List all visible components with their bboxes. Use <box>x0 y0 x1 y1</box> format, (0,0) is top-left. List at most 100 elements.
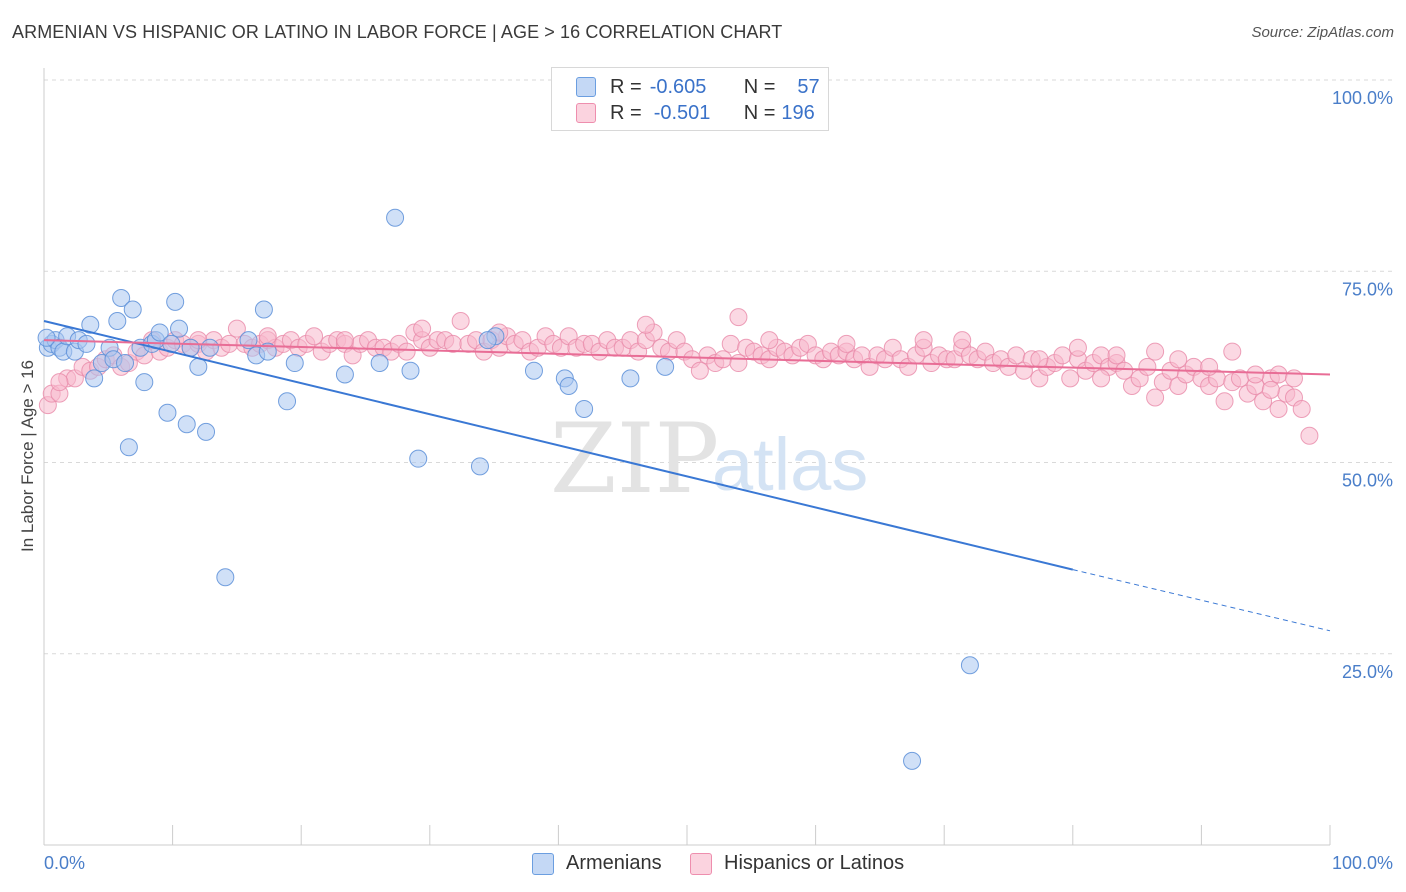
armenians-point <box>559 377 578 395</box>
hispanics-point <box>690 361 709 380</box>
watermark: ZIP atlas <box>550 403 868 515</box>
watermark-zip: ZIP <box>550 403 719 515</box>
hispanics-point <box>1115 361 1134 380</box>
hispanics-point <box>50 373 69 392</box>
legend-r-value: -0.605 <box>649 75 707 98</box>
hispanics-point <box>729 354 748 373</box>
hispanics-point <box>1030 350 1049 369</box>
hispanics-point <box>451 311 470 330</box>
hispanics-point <box>1138 357 1157 376</box>
hispanics-point <box>1053 346 1072 365</box>
hispanics-point <box>227 319 246 338</box>
hispanics-point <box>1061 369 1080 388</box>
x-tick-labels: 0.0% 100.0% <box>44 853 1393 873</box>
bottom-legend-swatch-hispanics <box>690 852 712 875</box>
armenians-point <box>621 369 640 388</box>
y-tick-label: 25.0% <box>1342 662 1393 682</box>
legend-n-value: 57 <box>797 75 820 98</box>
legend-r-label: R = <box>610 101 642 124</box>
bottom-legend-label-hispanics: Hispanics or Latinos <box>724 852 905 874</box>
legend-swatch-hispanics <box>576 103 596 123</box>
hispanics-point <box>636 315 655 334</box>
hispanics-point <box>914 331 933 350</box>
armenians-point <box>119 438 138 457</box>
armenians-point <box>386 208 405 227</box>
armenians-point <box>181 338 200 357</box>
hispanics-point <box>1269 399 1288 418</box>
hispanics-point <box>1300 426 1319 445</box>
armenians-trend-line <box>43 320 1074 571</box>
hispanics-point <box>953 331 972 350</box>
legend-swatch-armenians <box>576 77 596 97</box>
hispanics-point <box>443 334 462 353</box>
armenians-point <box>656 357 675 376</box>
armenians-point <box>177 415 196 434</box>
chart-source: Source: ZipAtlas.com <box>1251 24 1394 41</box>
hispanics-point <box>1146 388 1165 407</box>
armenians-point <box>108 311 127 330</box>
armenians-point <box>77 334 96 353</box>
hispanics-point <box>1292 399 1311 418</box>
armenians-point <box>197 422 216 441</box>
armenians-point <box>524 361 543 380</box>
armenians-point <box>123 300 142 319</box>
hispanics-point <box>1200 357 1219 376</box>
legend-row-hispanics: R = -0.501 N = 196 <box>576 101 815 125</box>
hispanics-point <box>258 327 277 346</box>
legend-r-value: -0.501 <box>653 101 711 124</box>
armenians-point <box>278 392 297 411</box>
hispanics-point <box>721 334 740 353</box>
armenians-points <box>37 208 979 770</box>
bottom-legend-hispanics: Hispanics or Latinos <box>690 852 904 875</box>
hispanics-point <box>305 327 324 346</box>
legend-row-armenians: R = -0.605 N = 57 <box>576 75 820 99</box>
armenians-point <box>478 331 497 350</box>
hispanics-trend-line <box>43 339 1331 376</box>
armenians-point <box>166 292 185 311</box>
hispanics-point <box>1092 369 1111 388</box>
hispanics-point <box>1007 346 1026 365</box>
armenians-point <box>258 342 277 361</box>
hispanics-point <box>1146 342 1165 361</box>
bottom-legend-swatch-armenians <box>532 852 554 875</box>
y-axis-label: In Labor Force | Age > 16 <box>18 360 37 552</box>
armenians-trend-extension <box>1072 569 1331 632</box>
hispanics-point <box>1223 342 1242 361</box>
hispanics-point <box>760 331 779 350</box>
hispanics-point <box>1284 369 1303 388</box>
hispanics-point <box>1246 365 1265 384</box>
armenians-point <box>370 354 389 373</box>
y-tick-label: 100.0% <box>1332 88 1393 108</box>
armenians-point <box>409 449 428 468</box>
armenians-point <box>81 315 100 334</box>
armenians-point <box>254 300 273 319</box>
hispanics-point <box>1215 392 1234 411</box>
armenians-point <box>158 403 177 422</box>
bottom-legend: Armenians Hispanics or Latinos <box>0 852 1406 878</box>
legend-r-label: R = <box>610 75 642 98</box>
legend-n-value: 196 <box>781 101 815 124</box>
armenians-point <box>135 373 154 392</box>
hispanics-point <box>729 308 748 327</box>
armenians-point <box>470 457 489 476</box>
hispanics-point <box>397 342 416 361</box>
y-tick-label: 75.0% <box>1342 279 1393 299</box>
hispanics-point <box>1261 380 1280 399</box>
armenians-point <box>960 656 979 675</box>
hispanics-point <box>335 331 354 350</box>
axes <box>43 68 1331 846</box>
armenians-point <box>200 338 219 357</box>
trend-lines <box>43 320 1331 632</box>
armenians-point <box>239 331 258 350</box>
watermark-atlas: atlas <box>712 423 868 506</box>
hispanics-point <box>1107 346 1126 365</box>
hispanics-point <box>1269 365 1288 384</box>
bottom-legend-armenians: Armenians <box>532 852 662 875</box>
armenians-point <box>85 369 104 388</box>
armenians-point <box>401 361 420 380</box>
armenians-point <box>170 319 189 338</box>
armenians-point <box>189 357 208 376</box>
armenians-point <box>216 568 235 587</box>
hispanics-point <box>837 334 856 353</box>
